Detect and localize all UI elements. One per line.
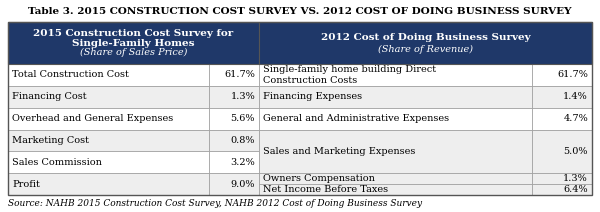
Text: Overhead and General Expenses: Overhead and General Expenses (12, 114, 173, 123)
Text: Sales Commission: Sales Commission (12, 158, 102, 167)
Text: Net Income Before Taxes: Net Income Before Taxes (263, 185, 388, 194)
Text: 0.8%: 0.8% (230, 136, 255, 145)
Text: 1.3%: 1.3% (230, 92, 255, 101)
Bar (8, 64, 209, 86)
Bar (532, 130, 592, 173)
Text: General and Administrative Expenses: General and Administrative Expenses (263, 114, 449, 123)
Bar (8, 108, 209, 130)
Bar (209, 64, 259, 86)
Bar (8, 22, 592, 195)
Bar (532, 108, 592, 130)
Text: Source: NAHB 2015 Construction Cost Survey, NAHB 2012 Cost of Doing Business Sur: Source: NAHB 2015 Construction Cost Surv… (8, 198, 422, 208)
Bar (532, 173, 592, 184)
Text: 2012 Cost of Doing Business Survey: 2012 Cost of Doing Business Survey (321, 33, 530, 42)
Bar (8, 130, 209, 151)
Text: Table 3. 2015 CONSTRUCTION COST SURVEY VS. 2012 COST OF DOING BUSINESS SURVEY: Table 3. 2015 CONSTRUCTION COST SURVEY V… (28, 7, 572, 17)
Bar (8, 173, 209, 195)
Bar (259, 22, 592, 64)
Bar (259, 173, 532, 184)
Bar (532, 64, 592, 86)
Bar (259, 64, 532, 86)
Text: Sales and Marketing Expenses: Sales and Marketing Expenses (263, 147, 415, 156)
Bar (259, 86, 532, 108)
Bar (209, 173, 259, 195)
Text: Financing Expenses: Financing Expenses (263, 92, 362, 101)
Bar (8, 86, 209, 108)
Text: Single-Family Homes: Single-Family Homes (73, 39, 195, 47)
Text: 6.4%: 6.4% (563, 185, 588, 194)
Text: 2015 Construction Cost Survey for: 2015 Construction Cost Survey for (34, 29, 233, 39)
Bar (259, 108, 532, 130)
Text: 4.7%: 4.7% (563, 114, 588, 123)
Bar (8, 151, 209, 173)
Text: Marketing Cost: Marketing Cost (12, 136, 89, 145)
Text: (Share of Sales Price): (Share of Sales Price) (80, 47, 187, 57)
Bar (259, 184, 532, 195)
Text: Profit: Profit (12, 180, 40, 189)
Text: Single-family home building Direct
Construction Costs: Single-family home building Direct Const… (263, 65, 436, 85)
Text: 5.6%: 5.6% (230, 114, 255, 123)
Text: (Share of Revenue): (Share of Revenue) (378, 45, 473, 54)
Bar (209, 151, 259, 173)
Text: 1.4%: 1.4% (563, 92, 588, 101)
Bar (209, 86, 259, 108)
Text: 61.7%: 61.7% (224, 70, 255, 80)
Bar (532, 184, 592, 195)
Text: 3.2%: 3.2% (230, 158, 255, 167)
Text: 9.0%: 9.0% (230, 180, 255, 189)
Text: Total Construction Cost: Total Construction Cost (12, 70, 129, 80)
Text: 61.7%: 61.7% (557, 70, 588, 80)
Bar (8, 22, 259, 64)
Bar (259, 130, 532, 173)
Text: 5.0%: 5.0% (563, 147, 588, 156)
Bar (209, 130, 259, 151)
Bar (532, 86, 592, 108)
Text: 1.3%: 1.3% (563, 174, 588, 183)
Text: Owners Compensation: Owners Compensation (263, 174, 375, 183)
Bar (209, 108, 259, 130)
Text: Financing Cost: Financing Cost (12, 92, 86, 101)
